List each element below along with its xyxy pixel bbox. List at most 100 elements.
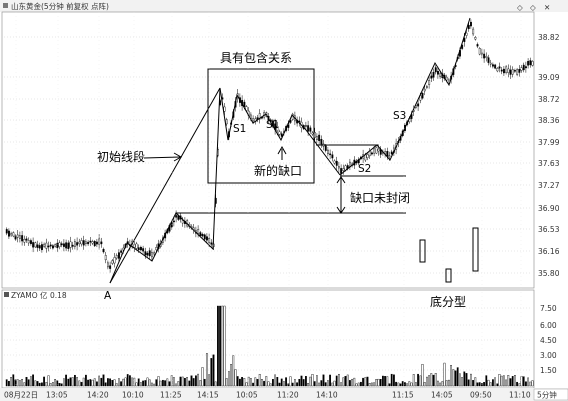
volume-bar [5,379,8,387]
volume-bar [245,382,248,387]
candle-body [428,79,431,85]
volume-bar [498,374,501,387]
volume-bar [335,375,338,387]
candle-body [225,119,228,125]
volume-bar [300,375,303,387]
volume-bar [232,355,235,387]
volume-bar [258,374,261,387]
volume-bar [342,377,345,387]
volume-bar [461,377,463,387]
volume-bar [243,378,246,387]
time-tick-label: 10:05 [236,391,258,400]
volume-bar [454,370,457,387]
volume-tick-label: 7.50 [540,304,557,313]
candle-body [522,64,525,71]
volume-bar [223,305,226,387]
volume-bar [384,376,386,387]
annotation-lines [109,17,479,284]
candle-body [529,60,532,66]
volume-bar [78,380,81,387]
time-tick-label: 11:10 [509,391,531,400]
diamond-icon[interactable]: ◇ [530,3,536,12]
candle-body [148,250,151,257]
volume-bar [426,376,428,387]
candle-body [84,241,87,244]
candle-body [375,147,378,154]
volume-bar [49,383,52,387]
volume-bar [219,305,221,387]
diamond-icon[interactable]: ◇ [517,3,523,12]
volume-bar [124,377,127,387]
volume-bar [316,375,318,387]
volume-bar [157,376,160,387]
volume-bar [137,378,140,387]
time-tick-label: 14:15 [197,391,219,400]
volume-bar [254,377,257,387]
candle-body [19,235,21,239]
volume-bar [474,377,477,387]
volume-bar [100,377,103,387]
volume-bar [12,374,15,387]
volume-bar [122,378,125,387]
initial-segment-label: 初始线段 [97,149,145,164]
candle-body [474,37,477,40]
volume-bar [289,376,292,387]
candle-body [327,149,329,155]
volume-bar [364,377,367,387]
candle-body [518,68,521,73]
candle-body [65,242,68,249]
candle-body [329,153,332,156]
candle-body [115,255,118,259]
candle-body [465,32,468,36]
candle-body [120,250,123,253]
volume-bar [531,380,534,387]
volume-bar [522,376,525,387]
period-label[interactable]: 5分钟 [537,390,557,400]
volume-bar [324,382,327,387]
volume-bar [21,379,23,387]
period-selector[interactable] [533,388,568,401]
volume-bar [459,373,461,387]
candle-body [472,28,475,35]
volume-bar [274,374,276,387]
candle-body [197,229,200,234]
volume-bar [34,380,37,387]
volume-bar [263,380,265,387]
candle-body [520,67,523,71]
volume-axis: 7.50 6.00 4.50 3.00 1.50 [4,304,557,375]
volume-bar [256,379,259,387]
volume-bar [373,382,375,387]
time-tick-label: 08月22日 [4,391,38,400]
candle-body [117,252,120,259]
volume-bar [106,378,109,387]
volume-bar [417,373,419,387]
fractal-bar-middle [445,268,452,283]
close-icon[interactable]: ✕ [544,3,550,12]
candle-body [311,132,314,135]
volume-bar [390,373,393,387]
volume-bar [419,375,422,387]
volume-bar [399,383,402,387]
volume-bar [131,377,133,387]
volume-bar [489,382,492,387]
volume-bar [441,381,444,387]
candle-body [175,215,178,218]
volume-bar [393,374,395,387]
time-axis-bar [0,388,568,401]
volume-bar [355,383,358,387]
candle-body [155,247,158,251]
candle-body [142,248,145,252]
rising-segment [339,17,471,176]
volume-bar [30,376,32,387]
candle-body [500,69,503,72]
volume-bar [194,375,197,387]
volume-bar [67,378,70,387]
volume-bar [397,382,400,387]
volume-bar [205,353,208,387]
volume-bar [25,376,28,387]
volume-bar [485,375,488,387]
volume-bar [36,381,39,387]
volume-bar [408,381,411,387]
volume-bar [249,378,252,387]
volume-bar [23,382,26,387]
